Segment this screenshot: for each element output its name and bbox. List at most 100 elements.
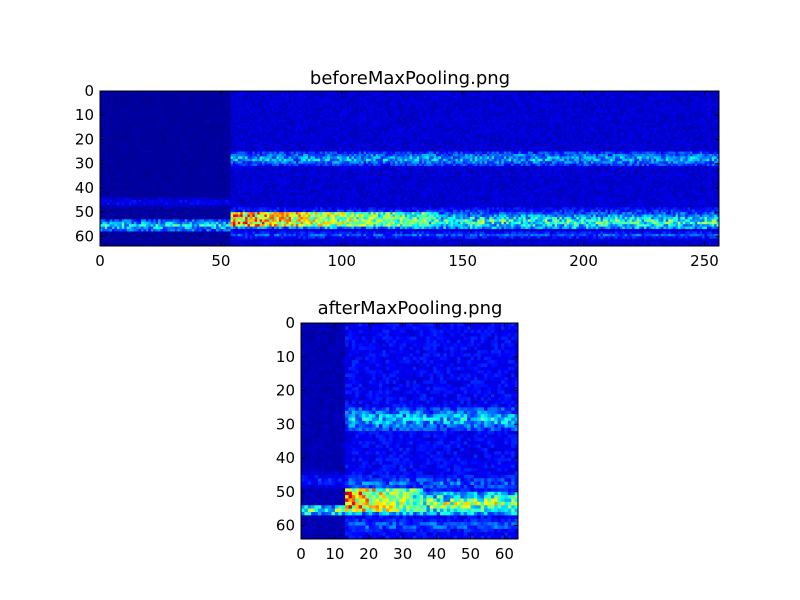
heatmap-cell [318,127,321,130]
heatmap-cell [642,108,645,111]
heatmap-cell [339,135,342,138]
heatmap-cell [654,125,657,128]
heatmap-cell [214,101,217,104]
heatmap-cell [610,98,613,101]
heatmap-cell [562,115,565,118]
heatmap-cell [542,98,545,101]
heatmap-cell [151,115,154,118]
heatmap-cell [298,118,301,121]
heatmap-cell [429,130,432,133]
heatmap-cell [192,110,195,113]
heatmap-cell [683,122,686,125]
heatmap-cell [591,93,594,96]
heatmap-cell [680,96,683,99]
heatmap-cell [296,137,299,140]
heatmap-cell [465,122,468,125]
heatmap-cell [497,125,500,128]
heatmap-cell [102,108,105,111]
heatmap-cell [361,122,364,125]
heatmap-cell [274,122,277,125]
heatmap-cell [417,132,420,135]
heatmap-cell [637,93,640,96]
heatmap-cell [395,108,398,111]
heatmap-cell [659,110,662,113]
heatmap-cell [422,127,425,130]
heatmap-cell [586,110,589,113]
heatmap-cell [475,108,478,111]
heatmap-cell [235,137,238,140]
heatmap-cell [605,122,608,125]
heatmap-cell [267,137,270,140]
heatmap-cell [695,98,698,101]
heatmap-cell [267,103,270,106]
heatmap-cell [238,130,241,133]
heatmap-cell [262,103,265,106]
heatmap-cell [279,108,282,111]
heatmap-cell [228,115,231,118]
heatmap-cell [385,96,388,99]
heatmap-cell [354,118,357,121]
heatmap-cell [163,115,166,118]
heatmap-cell [289,130,292,133]
heatmap-cell [170,127,173,130]
heatmap-cell [484,127,487,130]
heatmap-cell [550,122,553,125]
heatmap-cell [509,110,512,113]
heatmap-cell [330,103,333,106]
heatmap-cell [714,108,717,111]
heatmap-cell [380,96,383,99]
heatmap-cell [530,98,533,101]
heatmap-cell [400,127,403,130]
heatmap-cell [518,108,521,111]
heatmap-cell [218,132,221,135]
heatmap-cell [349,113,352,116]
heatmap-cell [700,101,703,104]
heatmap-cell [102,103,105,106]
heatmap-cell [463,118,466,121]
heatmap-cell [269,108,272,111]
heatmap-cell [131,101,134,104]
heatmap-cell [364,98,367,101]
heatmap-cell [131,127,134,130]
heatmap-cell [439,108,442,111]
heatmap-cell [105,115,108,118]
heatmap-cell [482,113,485,116]
heatmap-cell [180,96,183,99]
heatmap-cell [535,122,538,125]
heatmap-cell [320,115,323,118]
heatmap-cell [318,130,321,133]
heatmap-cell [243,118,246,121]
heatmap-cell [250,118,253,121]
heatmap-cell [613,135,616,138]
heatmap-cell [555,103,558,106]
heatmap-cell [581,103,584,106]
heatmap-cell [603,96,606,99]
heatmap-cell [313,93,316,96]
heatmap-cell [620,93,623,96]
heatmap-cell [550,93,553,96]
heatmap-cell [555,125,558,128]
heatmap-cell [240,103,243,106]
heatmap-cell [306,101,309,104]
heatmap-cell [661,101,664,104]
heatmap-cell [511,122,514,125]
heatmap-cell [661,135,664,138]
heatmap-cell [663,93,666,96]
heatmap-cell [702,135,705,138]
heatmap-cell [168,103,171,106]
heatmap-cell [666,120,669,123]
heatmap-cell [424,115,427,118]
heatmap-cell [393,101,396,104]
heatmap-cell [202,137,205,140]
heatmap-cell [419,93,422,96]
heatmap-cell [376,120,379,123]
heatmap-cell [180,132,183,135]
heatmap-cell [303,135,306,138]
heatmap-cell [630,113,633,116]
heatmap-cell [497,110,500,113]
heatmap-cell [320,132,323,135]
heatmap-cell [625,96,628,99]
heatmap-cell [119,135,122,138]
heatmap-cell [318,122,321,125]
heatmap-cell [422,96,425,99]
